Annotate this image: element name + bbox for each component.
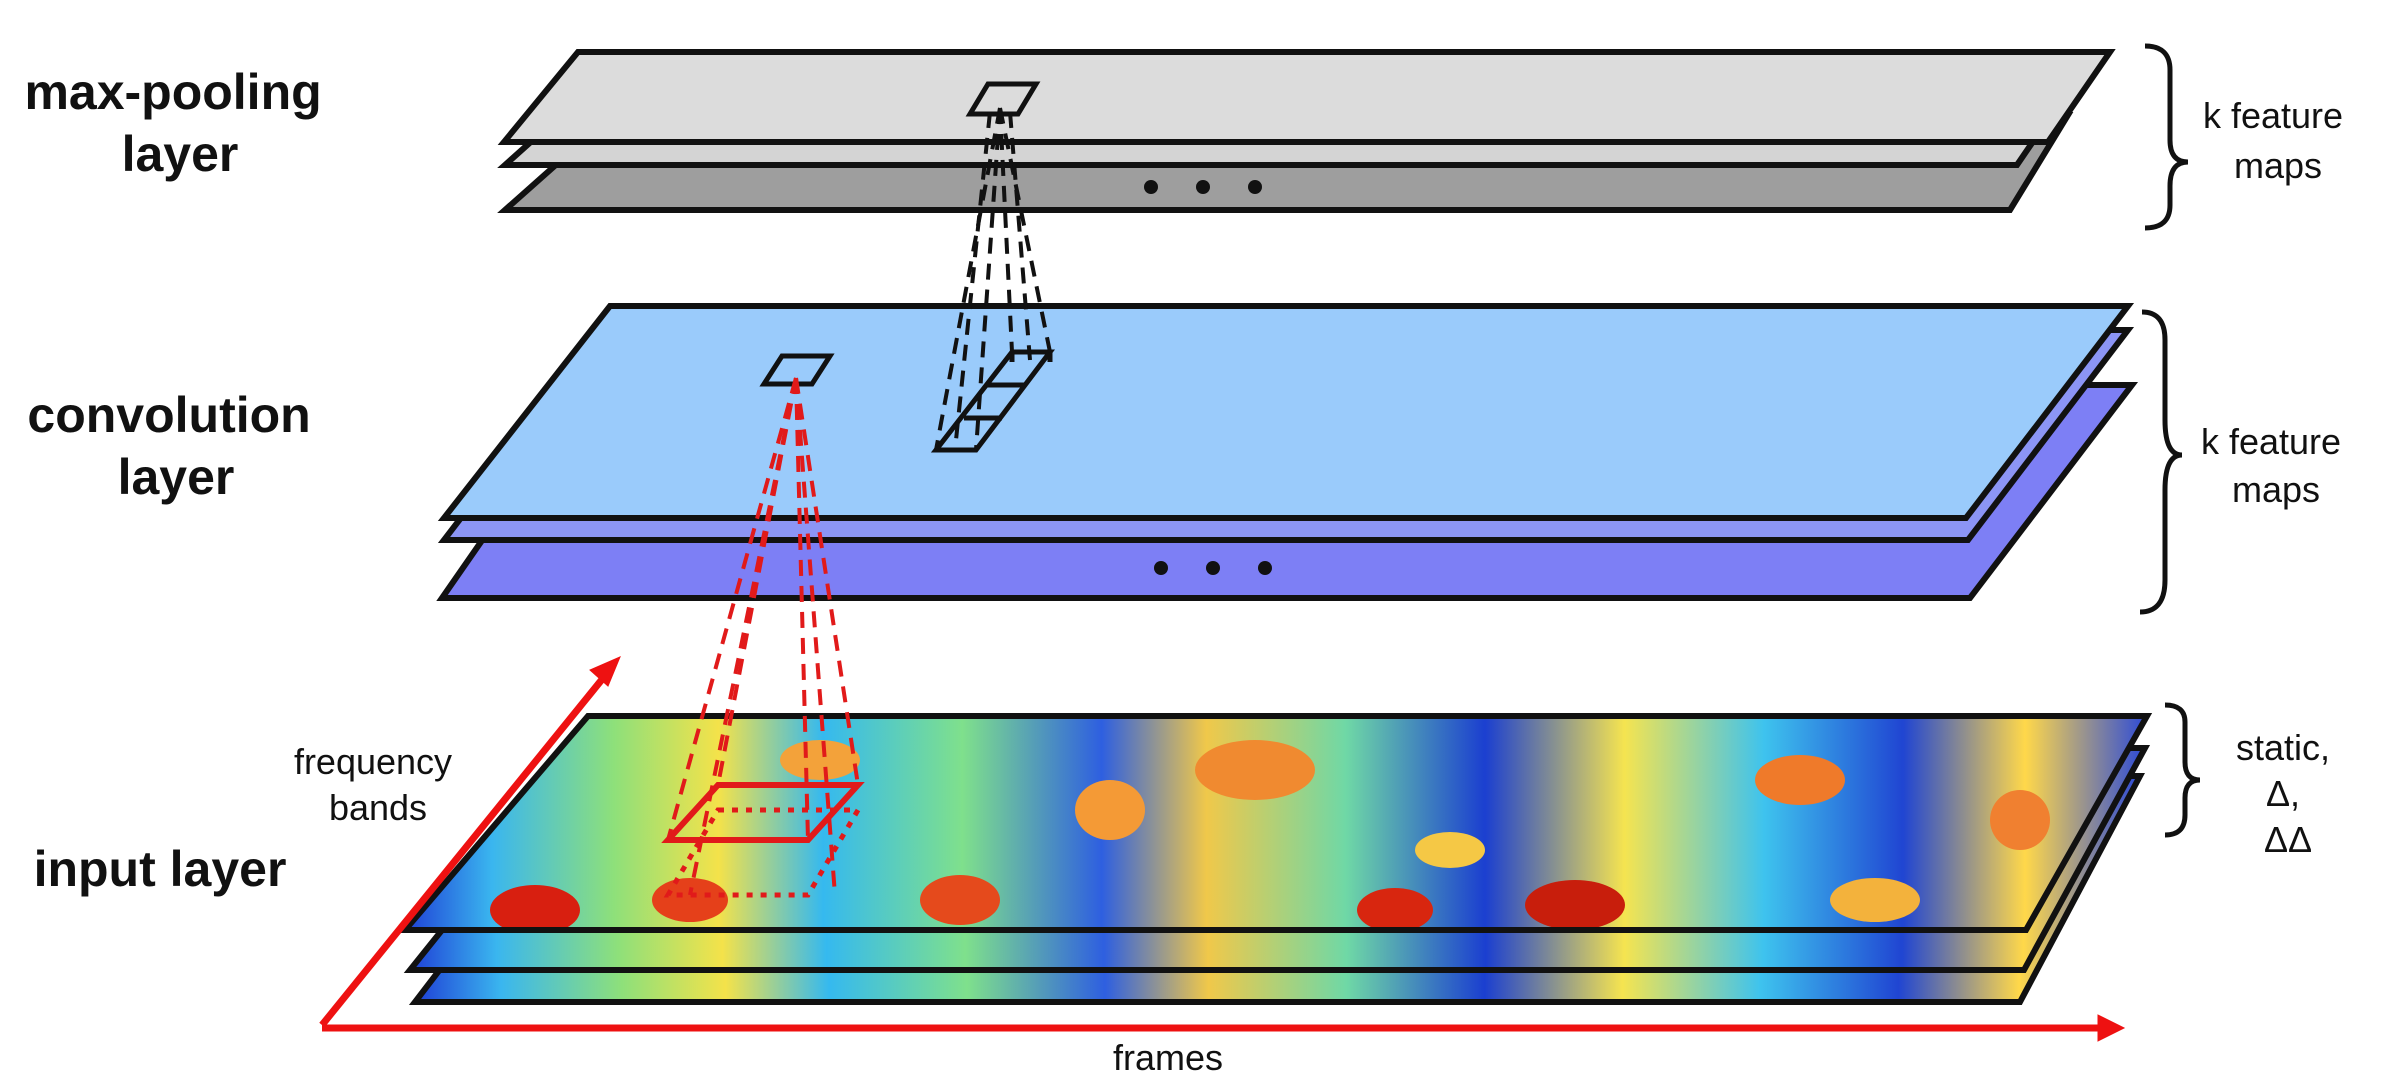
input-annotation: static, Δ, ΔΔ (2236, 727, 2340, 860)
receptive-field-stack (663, 807, 863, 898)
conv-unit-square (759, 353, 835, 387)
pool-unit-square (965, 81, 1041, 117)
conv-annotation: k feature maps (2201, 421, 2351, 510)
pooling-region-box (930, 349, 1056, 453)
conv-feature-maps (436, 303, 2139, 601)
conv-layer-title: convolution layer (27, 387, 324, 505)
frequency-axis-label: frequency bands (294, 741, 462, 828)
input-feature-maps (398, 713, 2153, 1005)
frames-axis-label: frames (1113, 1037, 1223, 1078)
frequency-axis (319, 656, 621, 1028)
input-to-conv-receptive-field (661, 377, 865, 898)
conv-front-map (437, 303, 2135, 521)
maxpool-layer-title: max-pooling layer (24, 64, 335, 182)
input-static-spectrogram (398, 713, 2153, 933)
receptive-field-frame (661, 782, 865, 843)
input-layer-title: input layer (34, 841, 287, 897)
conv-brace (2139, 309, 2183, 615)
conv-to-pool-connections (934, 107, 1052, 451)
maxpool-feature-maps (497, 49, 2116, 213)
maxpool-ellipsis (1144, 180, 1262, 194)
maxpool-annotation: k feature maps (2203, 95, 2353, 186)
maxpool-brace (2144, 43, 2189, 231)
frames-axis (322, 1014, 2126, 1042)
input-brace (2164, 702, 2201, 838)
maxpool-front-map (497, 49, 2116, 145)
conv-ellipsis (1154, 561, 1272, 575)
